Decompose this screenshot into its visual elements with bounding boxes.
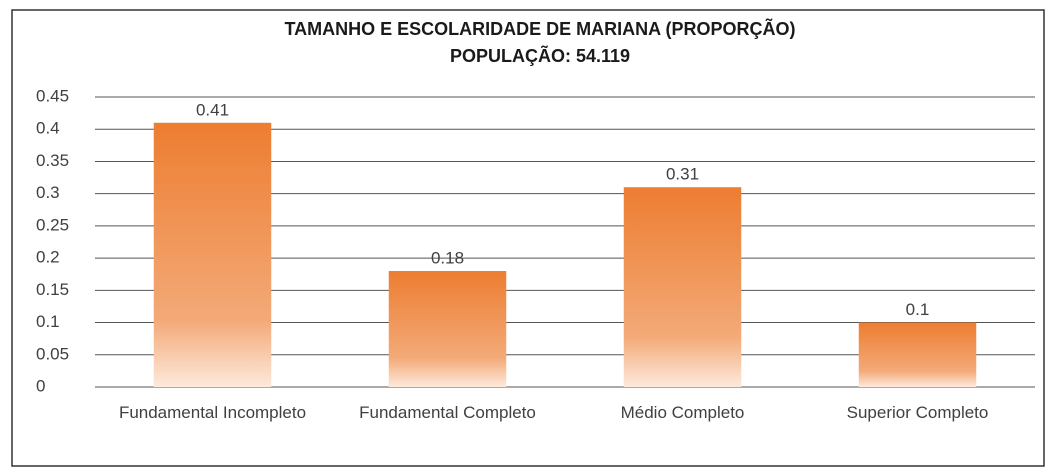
y-tick-label: 0.4 — [36, 119, 60, 138]
y-tick-label: 0.25 — [36, 215, 69, 234]
chart-title: TAMANHO E ESCOLARIDADE DE MARIANA (PROPO… — [285, 18, 796, 39]
chart-subtitle: POPULAÇÃO: 54.119 — [450, 45, 630, 66]
bar — [153, 122, 272, 388]
y-tick-label: 0.1 — [36, 312, 60, 331]
y-tick-label: 0.05 — [36, 344, 69, 363]
y-tick-label: 0.15 — [36, 280, 69, 299]
data-label: 0.18 — [431, 248, 464, 267]
y-tick-label: 0.2 — [36, 248, 60, 267]
y-tick-label: 0 — [36, 376, 45, 395]
y-tick-label: 0.45 — [36, 86, 69, 105]
chart-frame — [11, 9, 1045, 467]
x-tick-label: Médio Completo — [620, 403, 745, 422]
y-tick-label: 0.35 — [36, 151, 69, 170]
x-tick-label: Superior Completo — [846, 403, 989, 422]
bar — [623, 187, 742, 387]
x-tick-label: Fundamental Completo — [359, 403, 536, 422]
data-label: 0.41 — [196, 100, 229, 119]
x-tick-label: Fundamental Incompleto — [118, 403, 307, 422]
y-tick-label: 0.3 — [36, 183, 60, 202]
bar — [388, 271, 507, 387]
data-label: 0.1 — [906, 300, 930, 319]
data-label: 0.31 — [666, 165, 699, 184]
bar — [858, 322, 977, 387]
